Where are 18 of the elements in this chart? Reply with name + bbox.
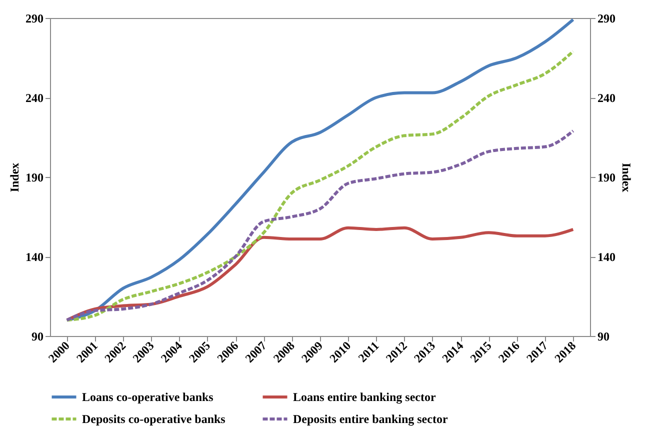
y2-tick-label: 90 [598, 330, 610, 344]
y-tick-label: 140 [26, 250, 44, 264]
y2-tick-label: 290 [598, 12, 616, 26]
y-tick-label: 90 [32, 330, 44, 344]
y2-axis-title: Index [620, 162, 634, 192]
y-tick-label: 290 [26, 12, 44, 26]
legend-label: Loans entire banking sector [293, 390, 436, 404]
y-tick-label: 240 [26, 91, 44, 105]
y2-tick-label: 140 [598, 250, 616, 264]
legend-label: Loans co-operative banks [82, 390, 214, 404]
legend-label: Deposits co-operative banks [82, 412, 226, 426]
line-series [65, 129, 575, 322]
legend-label: Deposits entire banking sector [293, 412, 448, 426]
y2-tick-label: 240 [598, 91, 616, 105]
y-tick-label: 190 [26, 170, 44, 184]
line-series [65, 226, 575, 322]
y-axis-title: Index [8, 162, 22, 192]
y2-tick-label: 190 [598, 170, 616, 184]
